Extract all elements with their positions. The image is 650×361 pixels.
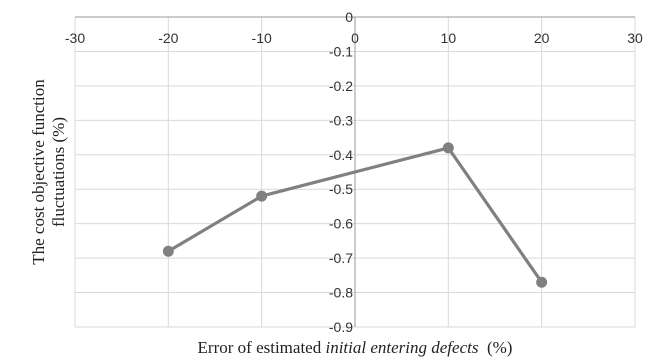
y-tick-label: -0.3 [329, 112, 353, 128]
x-tick-label: 20 [534, 30, 550, 46]
x-tick-label: 0 [351, 30, 359, 46]
y-tick-label: -0.9 [329, 319, 353, 335]
y-axis-title: The cost objective function fluctuations… [29, 79, 68, 265]
y-tick-label: -0.5 [329, 181, 353, 197]
data-point [162, 245, 174, 257]
y-tick-label: 0 [345, 9, 353, 25]
x-axis-title: Error of estimated initial entering defe… [198, 338, 513, 357]
x-axis-title-emphasis: initial entering defects [325, 338, 478, 357]
x-axis-title-prefix: Error of estimated [198, 338, 326, 357]
x-tick-labels: -30 -20 -10 0 10 20 30 [65, 30, 643, 46]
x-tick-label: -10 [252, 30, 272, 46]
y-tick-labels: 0 -0.1 -0.2 -0.3 -0.4 -0.5 -0.6 -0.7 -0.8 -0.9 [329, 9, 353, 335]
series-group [162, 142, 548, 288]
x-tick-label: 30 [627, 30, 643, 46]
data-point [536, 276, 548, 288]
data-point [256, 190, 268, 202]
x-tick-label: -30 [65, 30, 85, 46]
y-axis-title-line-2: fluctuations (%) [49, 117, 68, 227]
x-tick-label: -20 [158, 30, 178, 46]
y-tick-label: -0.8 [329, 285, 353, 301]
y-axis-title-line-1: The cost objective function [29, 79, 48, 265]
x-tick-label: 10 [441, 30, 457, 46]
y-tick-label: -0.1 [329, 43, 353, 59]
y-tick-label: -0.7 [329, 250, 353, 266]
series-line [167, 146, 543, 284]
x-axis-title-suffix: (%) [478, 338, 512, 357]
y-tick-label: -0.6 [329, 216, 353, 232]
y-tick-label: -0.4 [329, 147, 353, 163]
data-point [442, 142, 454, 154]
y-tick-label: -0.2 [329, 78, 353, 94]
